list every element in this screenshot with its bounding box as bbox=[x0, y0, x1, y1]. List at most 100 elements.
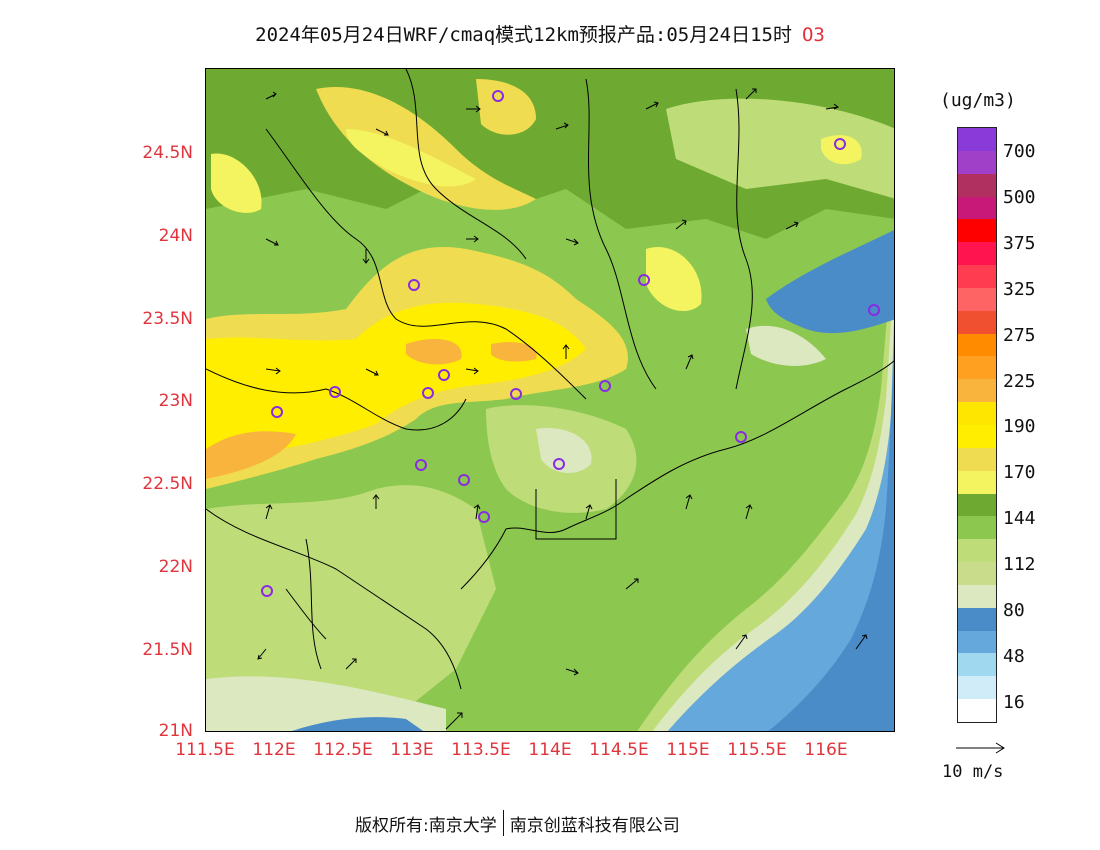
legend-swatch bbox=[958, 653, 996, 677]
legend-swatch bbox=[958, 630, 996, 654]
lon-tick: 113.5E bbox=[451, 740, 511, 760]
yellow-patch-north-1 bbox=[316, 87, 536, 210]
wind-vector bbox=[585, 504, 593, 520]
legend-swatch bbox=[958, 196, 996, 220]
color-legend bbox=[957, 127, 997, 723]
border-inner-6 bbox=[285, 538, 327, 670]
orange-patch-center-2 bbox=[491, 342, 537, 362]
legend-swatch bbox=[958, 265, 996, 288]
wind-vector bbox=[445, 712, 463, 730]
wind-vector bbox=[855, 634, 868, 650]
legend-label: 112 bbox=[1003, 554, 1036, 575]
legend-swatch bbox=[958, 287, 996, 311]
wind-vector bbox=[257, 648, 267, 660]
station-marker bbox=[834, 138, 846, 150]
station-marker bbox=[422, 387, 434, 399]
copyright-company: 南京创蓝科技有限公司 bbox=[509, 815, 680, 836]
wind-vector bbox=[555, 122, 569, 130]
lat-tick: 24.5N bbox=[142, 143, 193, 163]
border-inner-1 bbox=[265, 128, 587, 400]
legend-label: 144 bbox=[1003, 508, 1036, 529]
legend-label: 190 bbox=[1003, 416, 1036, 437]
yellow-patch-east bbox=[646, 247, 702, 312]
wind-vector bbox=[466, 235, 479, 243]
station-marker bbox=[271, 406, 283, 418]
legend-swatch bbox=[958, 584, 996, 608]
border-sz bbox=[535, 479, 617, 540]
wind-vector bbox=[675, 219, 687, 230]
station-marker bbox=[492, 90, 504, 102]
station-markers bbox=[261, 90, 880, 597]
wind-vector bbox=[645, 101, 659, 110]
wind-vector bbox=[565, 238, 579, 246]
legend-swatch bbox=[958, 516, 996, 540]
orange-patch-sw bbox=[206, 431, 296, 479]
wind-vector bbox=[375, 128, 389, 136]
lat-tick: 21.5N bbox=[142, 640, 193, 660]
border-inner-2 bbox=[585, 78, 657, 390]
legend-label: 700 bbox=[1003, 141, 1036, 162]
legend-swatch bbox=[958, 539, 996, 563]
wind-reference-arrow bbox=[956, 742, 1005, 754]
lat-tick: 22.5N bbox=[142, 474, 193, 494]
station-marker bbox=[510, 388, 522, 400]
station-marker bbox=[261, 585, 273, 597]
legend-unit: (ug/m3) bbox=[940, 90, 1016, 111]
light-green-ne bbox=[666, 98, 894, 199]
orange-patch-center-1 bbox=[406, 339, 462, 365]
station-marker bbox=[638, 274, 650, 286]
legend-label: 375 bbox=[1003, 233, 1036, 254]
coastline-west bbox=[206, 508, 462, 690]
wind-vector bbox=[785, 221, 799, 230]
border-inner-3 bbox=[735, 88, 753, 390]
yellow-patch-nw bbox=[211, 153, 262, 213]
wind-vector bbox=[562, 344, 570, 359]
wind-vector bbox=[365, 368, 379, 376]
sea-mid-blue bbox=[667, 320, 894, 731]
station-marker bbox=[553, 458, 565, 470]
pale-patch-ne-coast bbox=[746, 325, 826, 366]
lon-tick: 113E bbox=[390, 740, 434, 760]
station-marker bbox=[329, 386, 341, 398]
legend-swatch bbox=[958, 470, 996, 494]
wind-vector bbox=[735, 634, 748, 650]
lat-tick: 23N bbox=[158, 391, 193, 411]
station-marker bbox=[408, 279, 420, 291]
lon-tick: 111.5E bbox=[175, 740, 235, 760]
wind-vector bbox=[265, 238, 279, 246]
legend-label: 16 bbox=[1003, 692, 1025, 713]
lon-tick: 112.5E bbox=[313, 740, 373, 760]
wind-vector bbox=[625, 578, 639, 590]
lon-tick: 114.5E bbox=[589, 740, 649, 760]
legend-swatch bbox=[958, 424, 996, 448]
wind-vector bbox=[825, 103, 839, 110]
lon-tick: 112E bbox=[252, 740, 296, 760]
blue-sea-south bbox=[292, 717, 424, 731]
legend-swatch bbox=[958, 128, 996, 151]
station-marker bbox=[478, 511, 490, 523]
wind-vector bbox=[362, 249, 370, 264]
yellow-patch-north-2 bbox=[346, 129, 476, 187]
legend-swatch bbox=[958, 333, 996, 357]
legend-label: 500 bbox=[1003, 187, 1036, 208]
legend-label: 48 bbox=[1003, 646, 1025, 667]
legend-label: 325 bbox=[1003, 279, 1036, 300]
wind-vector bbox=[265, 91, 277, 100]
sea-deep-blue bbox=[768, 346, 894, 731]
lat-tick: 24N bbox=[158, 226, 193, 246]
coastline-east bbox=[625, 360, 894, 500]
pale-patch-delta bbox=[536, 428, 592, 474]
station-marker bbox=[735, 431, 747, 443]
legend-swatch bbox=[958, 447, 996, 471]
copyright-footer: 版权所有:南京大学 南京创蓝科技有限公司 bbox=[355, 810, 680, 836]
legend-swatch bbox=[958, 402, 996, 425]
legend-swatch bbox=[958, 219, 996, 243]
legend-swatch bbox=[958, 356, 996, 380]
station-marker bbox=[458, 474, 470, 486]
station-marker bbox=[438, 369, 450, 381]
wind-vector bbox=[265, 367, 281, 375]
wind-vector bbox=[685, 494, 693, 510]
map-canvas bbox=[206, 69, 894, 731]
lon-tick: 114E bbox=[528, 740, 572, 760]
legend-swatch bbox=[958, 150, 996, 174]
